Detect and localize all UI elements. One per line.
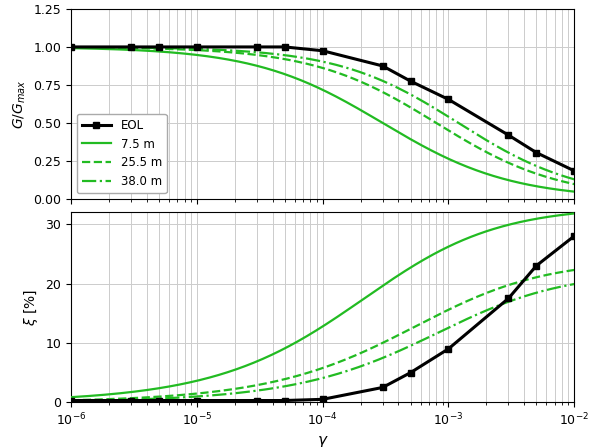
EOL: [379, 63, 386, 69]
Y-axis label: $\xi$ [%]: $\xi$ [%]: [22, 289, 40, 326]
EOL: [445, 97, 452, 102]
EOL: [407, 79, 414, 84]
EOL: [319, 48, 326, 54]
EOL: [571, 168, 578, 173]
Legend: EOL, 7.5 m, 25.5 m, 38.0 m: EOL, 7.5 m, 25.5 m, 38.0 m: [77, 114, 166, 193]
EOL: [253, 44, 260, 50]
Y-axis label: $G/G_{max}$: $G/G_{max}$: [11, 79, 28, 129]
EOL: [505, 132, 512, 138]
EOL: [281, 44, 288, 50]
X-axis label: $\gamma$: $\gamma$: [317, 434, 329, 447]
EOL: [127, 44, 134, 50]
EOL: [67, 44, 75, 50]
EOL: [533, 150, 540, 155]
EOL: [194, 44, 201, 50]
EOL: [156, 44, 163, 50]
Line: EOL: EOL: [67, 43, 578, 174]
